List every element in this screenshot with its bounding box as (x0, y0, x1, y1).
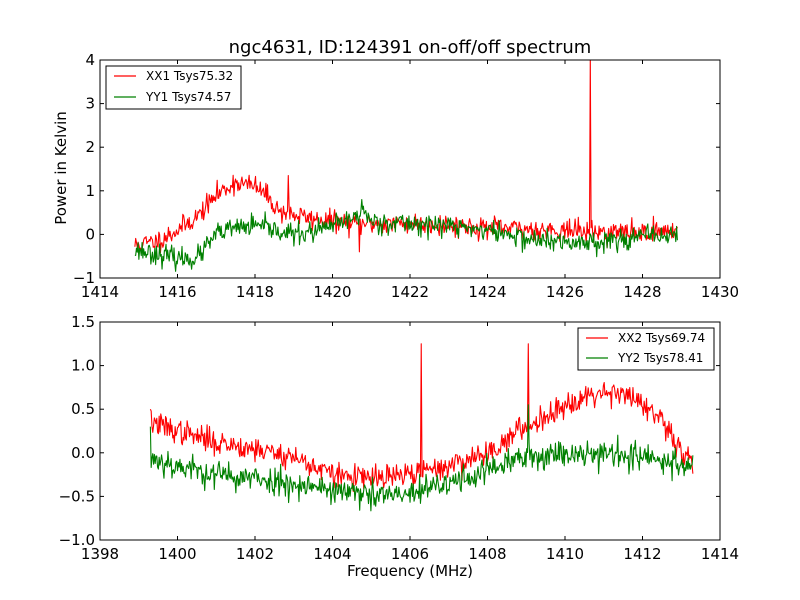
bottom-legend-label-xx2: XX2 Tsys69.74 (618, 331, 705, 345)
top-x-tick-label: 1426 (546, 283, 584, 301)
bottom-x-axis-label: Frequency (MHz) (347, 562, 473, 580)
top-y-axis-label: Power in Kelvin (52, 111, 70, 225)
bottom-x-tick-label: 1410 (546, 545, 584, 563)
top-panel: ngc4631, ID:124391 on-off/off spectrum P… (52, 37, 739, 301)
top-y-tick-label: 0 (85, 225, 95, 243)
top-chart-title: ngc4631, ID:124391 on-off/off spectrum (229, 37, 592, 58)
top-series-line-yy1 (134, 198, 678, 272)
top-x-tick-label: 1416 (158, 283, 196, 301)
bottom-legend-label-yy2: YY2 Tsys78.41 (617, 351, 703, 365)
bottom-legend-box (577, 327, 715, 371)
top-x-tick-label: 1414 (81, 283, 119, 301)
top-y-tick-label: −1 (73, 269, 95, 287)
top-plot-area: 1414 1416 1418 1420 1422 1424 1426 1428 1430 −1 0 1… (73, 51, 739, 301)
bottom-series-line-xx2 (149, 343, 694, 493)
top-legend-label-xx1: XX1 Tsys75.32 (146, 69, 233, 83)
bottom-plot-area: 1398 1400 1402 1404 1406 1408 1410 1412 1414 −1.0… (59, 313, 740, 563)
top-legend-label-yy1: YY1 Tsys74.57 (145, 90, 231, 104)
bottom-y-tick-label: 0.5 (71, 400, 95, 418)
top-y-tick-label: 1 (85, 182, 95, 200)
bottom-x-tick-label: 1412 (623, 545, 661, 563)
bottom-x-tick-label: 1406 (391, 545, 429, 563)
top-y-tick-label: 4 (85, 51, 95, 69)
top-x-tick-label: 1418 (236, 283, 274, 301)
top-x-tick-label: 1428 (623, 283, 661, 301)
top-x-tick-label: 1422 (391, 283, 429, 301)
bottom-y-tick-label: −1.0 (59, 531, 95, 549)
bottom-x-tick-label: 1398 (81, 545, 119, 563)
top-x-tick-label: 1430 (701, 283, 739, 301)
bottom-panel: 1398 1400 1402 1404 1406 1408 1410 1412 1414 −1.0… (59, 313, 740, 580)
bottom-y-tick-label: 0.0 (71, 444, 95, 462)
bottom-x-tick-label: 1400 (158, 545, 196, 563)
bottom-x-tick-label: 1404 (313, 545, 351, 563)
bottom-x-tick-label: 1408 (468, 545, 506, 563)
top-y-tick-label: 2 (85, 138, 95, 156)
top-legend-box (105, 65, 242, 110)
top-x-tick-label: 1420 (313, 283, 351, 301)
bottom-series-group (149, 343, 694, 512)
bottom-y-tick-label: 1.0 (71, 357, 95, 375)
bottom-series-line-yy2 (149, 404, 694, 512)
bottom-x-tick-label: 1414 (701, 545, 739, 563)
bottom-y-tick-label: 1.5 (71, 313, 95, 331)
bottom-legend: XX2 Tsys69.74 YY2 Tsys78.41 (577, 327, 715, 371)
top-y-tick-label: 3 (85, 95, 95, 113)
top-series-group (134, 60, 678, 272)
top-x-tick-label: 1424 (468, 283, 506, 301)
top-legend: XX1 Tsys75.32 YY1 Tsys74.57 (105, 65, 242, 110)
bottom-x-tick-label: 1402 (236, 545, 274, 563)
bottom-y-tick-label: −0.5 (59, 487, 95, 505)
